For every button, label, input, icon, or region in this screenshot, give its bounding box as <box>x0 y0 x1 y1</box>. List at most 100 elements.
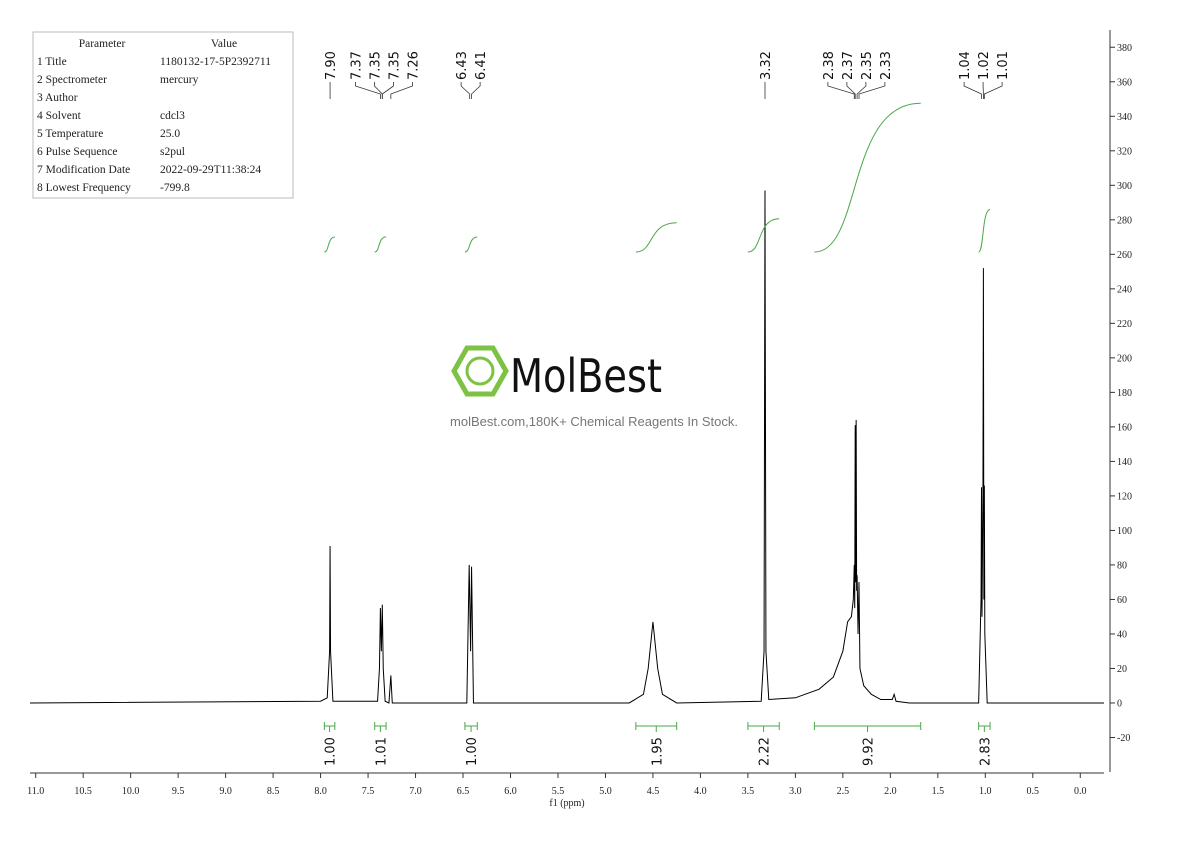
peak-leader <box>827 82 855 99</box>
integral-curve <box>814 102 921 253</box>
peak-label: 7.26 <box>406 51 421 80</box>
peak-label: 1.01 <box>996 51 1011 80</box>
peak-label: 6.43 <box>455 51 470 80</box>
parameter-box <box>32 31 294 199</box>
integral-bracket <box>813 722 922 732</box>
y-tick-label: 220 <box>1117 319 1132 330</box>
integral-bracket <box>464 722 478 732</box>
integral-label: 2.83 <box>978 737 993 766</box>
x-axis-label: f1 (ppm) <box>549 798 584 809</box>
table-cell: 8 Lowest Frequency <box>37 182 131 194</box>
peak-label: 1.04 <box>958 51 973 80</box>
spectrum-line <box>29 190 1104 704</box>
peak-label: 2.33 <box>879 51 894 80</box>
x-tick-label: 0.0 <box>1074 786 1087 797</box>
peak-label: 2.37 <box>841 51 856 80</box>
peak-label: 7.37 <box>349 51 364 80</box>
x-tick-label: 4.0 <box>694 786 707 797</box>
peak-label: 7.90 <box>324 51 339 80</box>
y-tick-label: 40 <box>1117 629 1127 640</box>
x-tick-label: 1.0 <box>979 786 992 797</box>
peak-leader <box>858 82 886 99</box>
integral-label: 2.22 <box>758 737 773 766</box>
table-cell: 5 Temperature <box>37 128 103 140</box>
x-tick-label: 7.0 <box>409 786 422 797</box>
x-tick-label: 6.0 <box>504 786 517 797</box>
peak-leader <box>983 82 1003 99</box>
integral-curve <box>464 236 478 253</box>
y-tick-label: -20 <box>1117 733 1130 744</box>
peak-label: 3.32 <box>759 51 774 80</box>
x-tick-label: 3.0 <box>789 786 802 797</box>
table-cell: cdcl3 <box>160 110 185 122</box>
integral-bracket <box>747 722 780 732</box>
y-tick-label: 260 <box>1117 250 1132 261</box>
y-tick-label: 180 <box>1117 388 1132 399</box>
integral-label: 9.92 <box>862 737 877 766</box>
y-tick-label: 120 <box>1117 491 1132 502</box>
y-tick-label: 340 <box>1117 112 1132 123</box>
peak-label: 7.35 <box>387 51 402 80</box>
peak-leader <box>390 82 413 99</box>
table-cell: 7 Modification Date <box>37 164 130 176</box>
x-tick-label: 8.0 <box>314 786 327 797</box>
integral-curve <box>978 209 991 253</box>
integral-bracket <box>635 722 678 732</box>
peak-label: 2.35 <box>860 51 875 80</box>
y-tick-label: 160 <box>1117 422 1132 433</box>
x-tick-label: 10.0 <box>122 786 140 797</box>
integral-curve <box>635 222 677 253</box>
x-tick-label: 1.5 <box>932 786 945 797</box>
peak-label: 7.35 <box>368 51 383 80</box>
peak-label: 2.38 <box>822 51 837 80</box>
table-cell: 4 Solvent <box>37 110 82 122</box>
integral-label: 1.00 <box>324 737 339 766</box>
x-tick-label: 9.0 <box>219 786 232 797</box>
y-tick-label: 240 <box>1117 284 1132 295</box>
peak-leader <box>460 82 471 99</box>
y-tick-label: 380 <box>1117 43 1132 54</box>
table-cell: 2 Spectrometer <box>37 74 107 86</box>
peak-leader <box>856 82 867 99</box>
table-cell: 6 Pulse Sequence <box>37 146 117 158</box>
table-header: Value <box>211 38 237 50</box>
x-tick-label: 6.5 <box>457 786 470 797</box>
x-tick-label: 11.0 <box>27 786 44 797</box>
y-tick-label: 0 <box>1117 698 1122 709</box>
integral-curve <box>374 236 387 253</box>
integral-label: 1.01 <box>374 737 389 766</box>
integral-bracket <box>374 722 387 732</box>
x-tick-label: 7.5 <box>362 786 375 797</box>
y-tick-label: 140 <box>1117 457 1132 468</box>
table-cell: 1180132-17-5P2392711 <box>160 56 271 68</box>
y-tick-label: 320 <box>1117 146 1132 157</box>
table-cell: -799.8 <box>160 182 190 194</box>
peak-leader <box>355 82 381 99</box>
table-cell: 25.0 <box>160 128 180 140</box>
y-tick-label: 280 <box>1117 215 1132 226</box>
table-cell: s2pul <box>160 146 185 158</box>
y-tick-label: 80 <box>1117 560 1127 571</box>
peak-leader <box>471 82 481 99</box>
table-cell: mercury <box>160 74 199 86</box>
integral-bracket <box>323 722 336 732</box>
y-tick-label: 300 <box>1117 181 1132 192</box>
x-tick-label: 2.0 <box>884 786 897 797</box>
y-tick-label: 200 <box>1117 353 1132 364</box>
x-tick-label: 3.5 <box>742 786 755 797</box>
watermark-brand: MolBest <box>510 349 662 403</box>
integral-curve <box>747 218 780 253</box>
table-cell: 2022-09-29T11:38:24 <box>160 164 261 176</box>
x-tick-label: 10.5 <box>74 786 92 797</box>
table-cell: 3 Author <box>37 92 78 104</box>
integral-curve <box>324 236 335 253</box>
peak-label: 1.02 <box>977 51 992 80</box>
integral-label: 1.00 <box>465 737 480 766</box>
logo <box>465 356 495 386</box>
y-tick-label: 20 <box>1117 664 1127 675</box>
x-tick-label: 5.0 <box>599 786 612 797</box>
y-tick-label: 360 <box>1117 77 1132 88</box>
x-tick-label: 8.5 <box>267 786 280 797</box>
peak-leader <box>963 82 982 99</box>
